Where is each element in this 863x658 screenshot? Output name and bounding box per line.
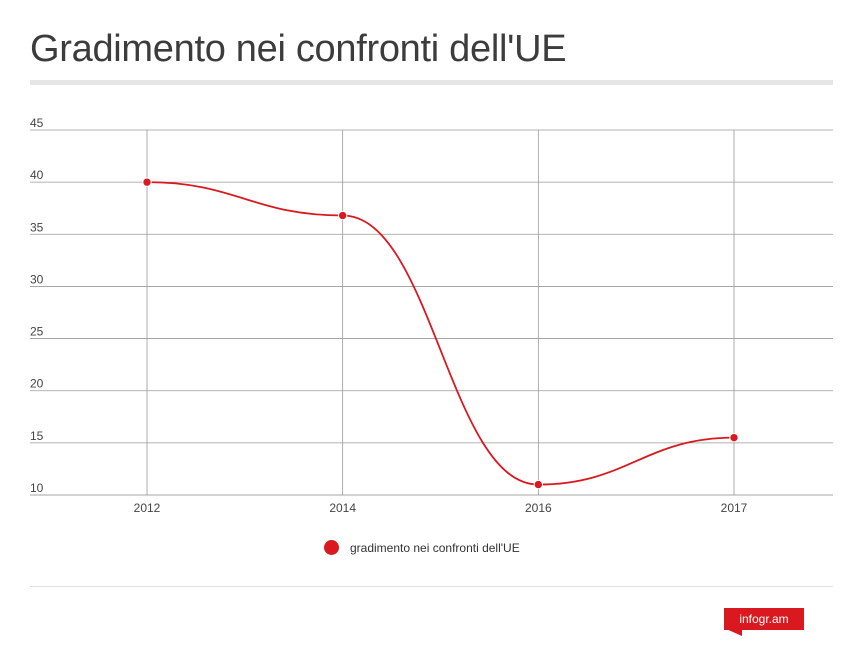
data-point [533, 479, 544, 490]
legend[interactable]: gradimento nei confronti dell'UE [324, 540, 520, 555]
brand-badge: infogr.am [724, 608, 804, 630]
y-axis-labels: 45 40 35 30 25 20 15 10 [30, 116, 44, 495]
y-tick-label: 30 [30, 272, 44, 286]
footer-divider [30, 586, 833, 587]
brand-tail-icon [724, 628, 742, 636]
y-tick-label: 45 [30, 116, 44, 130]
x-tick-label: 2014 [329, 501, 356, 515]
x-axis-labels: 2012 2014 2016 2017 [134, 501, 748, 515]
y-tick-label: 25 [30, 325, 44, 339]
legend-label: gradimento nei confronti dell'UE [350, 540, 520, 555]
x-tick-label: 2012 [134, 501, 161, 515]
x-tick-label: 2016 [525, 501, 552, 515]
page-title: Gradimento nei confronti dell'UE [30, 28, 567, 70]
x-gridlines [146, 130, 735, 495]
y-tick-label: 10 [30, 481, 44, 495]
data-point [729, 432, 739, 443]
title-divider [30, 80, 833, 85]
y-tick-label: 35 [30, 220, 44, 234]
line-chart: 45 40 35 30 25 20 15 10 2012 2014 2016 2017 [30, 116, 833, 515]
series-group [142, 177, 739, 490]
legend-swatch-icon [324, 540, 339, 555]
series-line [146, 181, 735, 486]
data-point [142, 177, 152, 187]
data-point [337, 210, 348, 221]
x-tick-label: 2017 [721, 501, 748, 515]
y-tick-label: 15 [30, 429, 44, 443]
y-tick-label: 40 [30, 168, 44, 182]
y-tick-label: 20 [30, 377, 44, 391]
infogram-logo[interactable]: infogr.am [724, 608, 804, 636]
brand-text: infogr.am [739, 612, 789, 626]
